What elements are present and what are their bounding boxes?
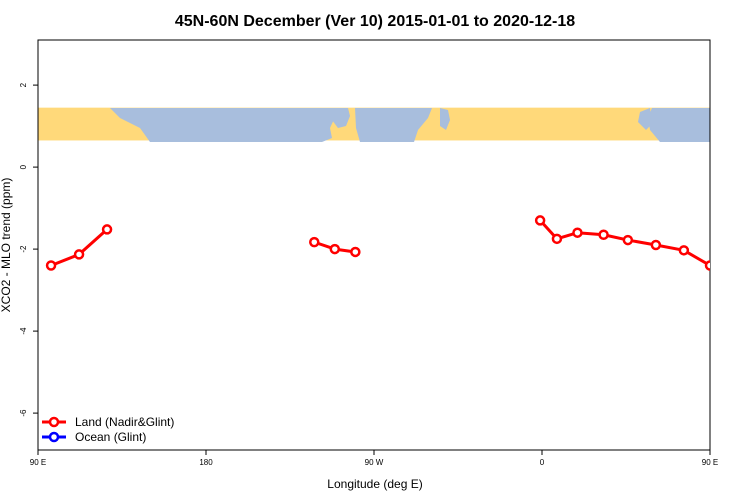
series-line-0	[539, 219, 710, 267]
data-point	[743, 251, 750, 259]
chart-title: 45N-60N December (Ver 10) 2015-01-01 to …	[175, 13, 575, 30]
y-tick-label: 2	[19, 82, 28, 87]
y-tick-label: -4	[19, 327, 28, 335]
data-point	[572, 227, 583, 238]
data-point	[704, 260, 710, 271]
y-tick-label: -6	[19, 409, 28, 417]
y-axis-label: XCO2 - MLO trend (ppm)	[0, 178, 13, 313]
map-ocean-pacific-west	[648, 108, 710, 142]
data-point	[309, 236, 320, 248]
data-point	[534, 215, 546, 226]
data-point	[350, 246, 361, 258]
data-point	[678, 245, 690, 256]
map-ocean-north-pacific	[110, 108, 340, 142]
y-tick-label: 0	[19, 164, 28, 169]
legend: Land (Nadir&Glint) Ocean (Glint)	[42, 415, 174, 444]
data-point	[551, 233, 563, 245]
data-point	[329, 243, 341, 255]
world-map-band	[38, 107, 710, 142]
y-tick-label: -2	[19, 245, 28, 253]
series-line-0	[50, 228, 109, 267]
data-point	[598, 229, 609, 240]
data-point	[101, 224, 113, 235]
map-ocean-hudson-bay	[330, 108, 350, 128]
data-point	[622, 234, 634, 246]
data-point	[650, 239, 662, 251]
data-point	[73, 249, 85, 260]
x-tick-label: 180	[199, 458, 213, 467]
map-ocean-okhotsk	[638, 108, 652, 130]
data-point	[45, 260, 57, 271]
x-tick-label: 90 W	[365, 458, 384, 467]
map-ocean-north-atlantic	[355, 108, 432, 142]
map-ocean-baltic	[440, 108, 450, 130]
x-tick-label: 90 E	[30, 458, 46, 467]
y-axis: 2 0 -2 -4 -6	[19, 82, 38, 417]
legend-ocean-label: Ocean (Glint)	[75, 430, 146, 444]
x-tick-label: 0	[540, 458, 545, 467]
series-layer	[45, 215, 750, 271]
legend-ocean-marker	[48, 431, 60, 443]
x-axis-label: Longitude (deg E)	[327, 477, 422, 491]
legend-land-label: Land (Nadir&Glint)	[75, 415, 174, 429]
legend-land-marker	[48, 416, 60, 428]
plot-frame	[37, 39, 711, 451]
x-tick-label: 90 E	[702, 458, 718, 467]
